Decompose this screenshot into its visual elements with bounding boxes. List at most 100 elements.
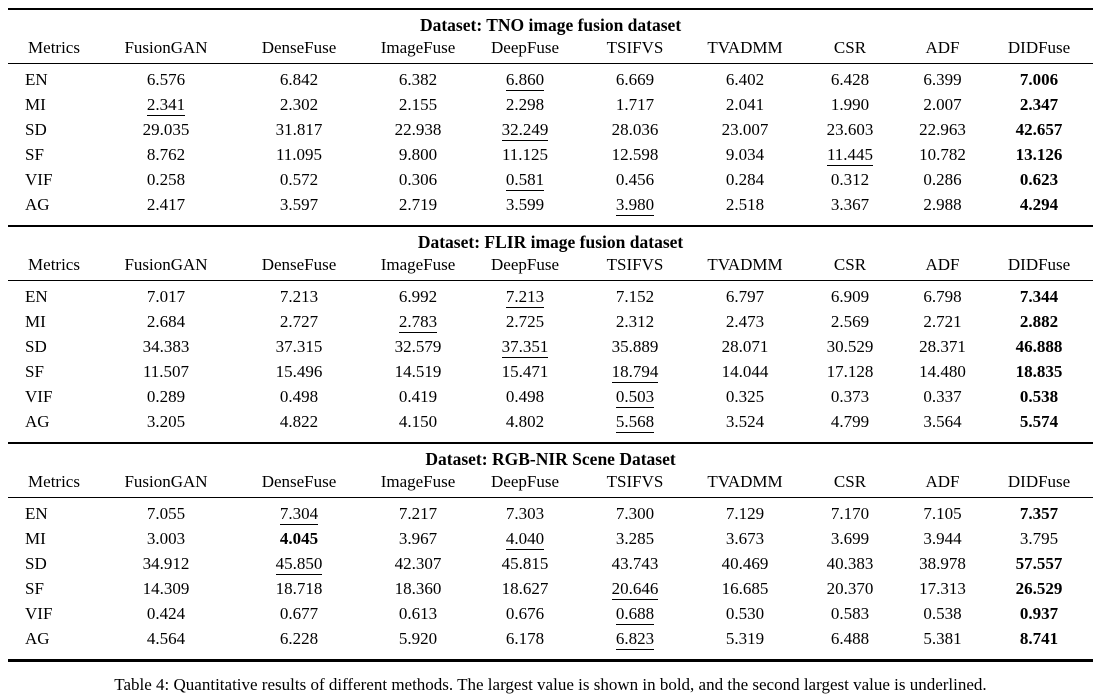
value: 30.529 <box>826 336 874 356</box>
value: 3.944 <box>923 528 962 548</box>
value-cell: 0.688 <box>580 601 690 626</box>
value-cell: 0.613 <box>366 601 470 626</box>
best-value: 0.623 <box>1019 169 1059 189</box>
value-cell: 20.646 <box>580 576 690 601</box>
method-column-header: DIDFuse <box>985 252 1094 281</box>
value: 32.579 <box>394 336 442 356</box>
value: 7.105 <box>923 503 962 523</box>
value-cell: 0.325 <box>690 384 800 409</box>
metric-cell: MI <box>25 311 46 331</box>
method-column-header: ImageFuse <box>366 469 470 498</box>
best-value: 2.882 <box>1019 311 1059 331</box>
value-cell: 3.599 <box>470 192 580 226</box>
value: 22.938 <box>394 119 442 139</box>
metric-cell: AG <box>25 194 50 214</box>
method-column-header: FusionGAN <box>100 35 232 64</box>
value: 2.007 <box>923 94 962 114</box>
value-cell: 6.669 <box>580 63 690 92</box>
dataset-section-2: Dataset: FLIR image fusion dataset Metric… <box>8 224 1094 443</box>
value-cell: 11.445 <box>800 142 900 167</box>
value-cell: 0.306 <box>366 167 470 192</box>
value-cell: 0.538 <box>985 384 1093 409</box>
second-best-value: 2.341 <box>146 94 186 116</box>
dataset-section-3: Dataset: RGB-NIR Scene Dataset Metrics Fus… <box>8 441 1094 660</box>
value: 38.978 <box>919 553 966 573</box>
value: 6.382 <box>398 69 438 89</box>
value-cell: 4.822 <box>232 409 366 443</box>
metric-cell: EN <box>25 503 48 523</box>
value-cell: 0.456 <box>580 167 690 192</box>
value-cell: 1.990 <box>800 92 900 117</box>
second-best-value: 7.213 <box>505 286 545 308</box>
value: 5.920 <box>398 628 438 648</box>
value: 0.498 <box>505 386 545 406</box>
second-best-value: 5.568 <box>615 411 655 433</box>
method-column-header: ADF <box>900 469 985 498</box>
value-cell: 4.802 <box>470 409 580 443</box>
value: 0.538 <box>923 603 962 623</box>
value-cell: 2.725 <box>470 309 580 334</box>
value-cell: 0.937 <box>985 601 1093 626</box>
value: 2.569 <box>830 311 870 331</box>
value: 2.298 <box>505 94 545 114</box>
table-row: AG 4.564 6.228 5.920 6.178 6.823 5.319 6.488 5.3… <box>8 626 1093 660</box>
value-cell: 38.978 <box>900 551 985 576</box>
value-cell: 3.699 <box>800 526 900 551</box>
table-row: VIF 0.424 0.677 0.613 0.676 0.688 0.530 0.583 0.… <box>8 601 1093 626</box>
section-title: Dataset: TNO image fusion dataset <box>419 15 682 35</box>
value: 0.312 <box>830 169 870 189</box>
value-cell: 3.564 <box>900 409 985 443</box>
value-cell: 0.424 <box>100 601 232 626</box>
metric-cell: SF <box>25 578 44 598</box>
table-row: SF 11.507 15.496 14.519 15.471 18.794 14.044 17… <box>8 359 1093 384</box>
value: 17.128 <box>826 361 874 381</box>
value-cell: 6.823 <box>580 626 690 660</box>
table-row: VIF 0.258 0.572 0.306 0.581 0.456 0.284 0.312 0.… <box>8 167 1093 192</box>
value-cell: 0.312 <box>800 167 900 192</box>
paper-page: Dataset: TNO image fusion dataset Metrics… <box>0 8 1101 696</box>
value-cell: 42.657 <box>985 117 1093 142</box>
metric-cell: EN <box>25 69 48 89</box>
metrics-column-header: Metrics <box>8 469 100 498</box>
value: 6.842 <box>279 69 319 89</box>
metric-cell: VIF <box>25 169 53 189</box>
value: 6.428 <box>830 69 870 89</box>
value-cell: 0.623 <box>985 167 1093 192</box>
value-cell: 35.889 <box>580 334 690 359</box>
value-cell: 8.741 <box>985 626 1093 660</box>
table-row: MI 2.684 2.727 2.783 2.725 2.312 2.473 2.569 2.7… <box>8 309 1093 334</box>
value: 6.402 <box>725 69 765 89</box>
value-cell: 31.817 <box>232 117 366 142</box>
value-cell: 7.344 <box>985 280 1093 309</box>
results-table: Dataset: TNO image fusion dataset Metrics… <box>8 8 1094 662</box>
table-row: SF 14.309 18.718 18.360 18.627 20.646 16.685 20… <box>8 576 1093 601</box>
best-value: 0.937 <box>1019 603 1059 623</box>
value-cell: 5.319 <box>690 626 800 660</box>
value-cell: 2.727 <box>232 309 366 334</box>
value-cell: 0.498 <box>470 384 580 409</box>
value-cell: 8.762 <box>100 142 232 167</box>
value: 18.360 <box>394 578 442 598</box>
value-cell: 17.313 <box>900 576 985 601</box>
value-cell: 7.017 <box>100 280 232 309</box>
value-cell: 18.835 <box>985 359 1093 384</box>
second-best-value: 6.860 <box>505 69 545 91</box>
value: 8.762 <box>146 144 186 164</box>
best-value: 8.741 <box>1019 628 1059 648</box>
method-column-header: ImageFuse <box>366 35 470 64</box>
method-column-header: DeepFuse <box>470 35 580 64</box>
value: 17.313 <box>919 578 966 598</box>
table-row: VIF 0.289 0.498 0.419 0.498 0.503 0.325 0.373 0.… <box>8 384 1093 409</box>
best-value: 57.557 <box>1015 553 1063 573</box>
second-best-value: 7.304 <box>279 503 319 525</box>
best-value: 5.574 <box>1019 411 1059 431</box>
second-best-value: 4.040 <box>505 528 545 550</box>
value-cell: 3.524 <box>690 409 800 443</box>
method-column-header: TSIFVS <box>580 252 690 281</box>
value: 15.496 <box>275 361 323 381</box>
value: 6.797 <box>725 286 765 306</box>
value: 6.669 <box>615 69 655 89</box>
second-best-value: 18.794 <box>611 361 659 383</box>
value-cell: 22.938 <box>366 117 470 142</box>
value-cell: 2.684 <box>100 309 232 334</box>
